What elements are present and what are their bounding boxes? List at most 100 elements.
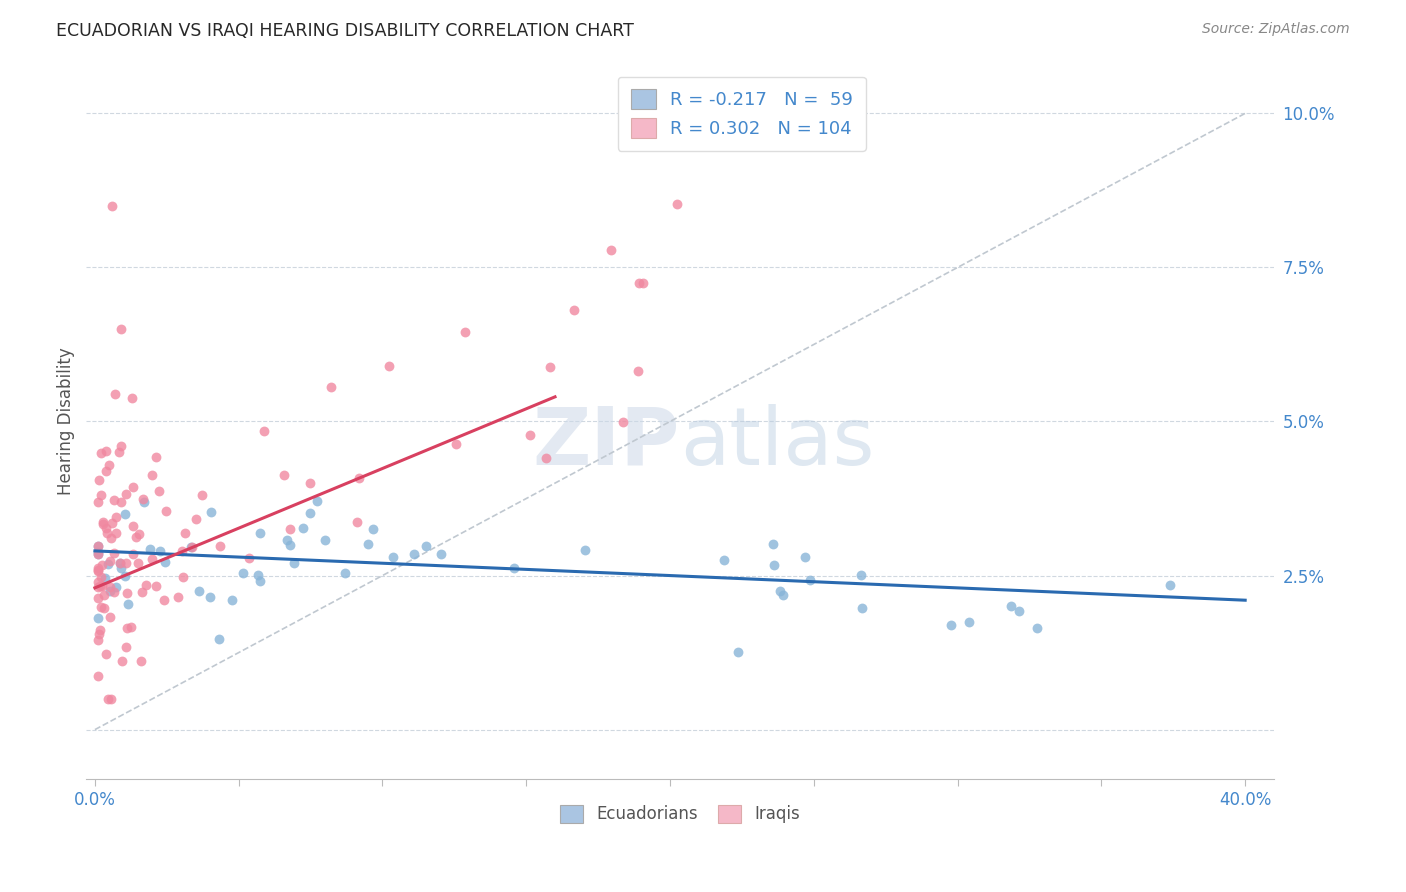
Point	[298, 476, 321, 491]
Point	[87, 547, 110, 561]
Point	[111, 654, 134, 668]
Point	[90, 579, 112, 593]
Point	[104, 386, 127, 401]
Point	[94, 647, 117, 661]
Point	[346, 515, 368, 529]
Point	[444, 437, 467, 451]
Point	[135, 578, 157, 592]
Point	[94, 521, 117, 535]
Point	[181, 541, 204, 555]
Point	[155, 504, 177, 518]
Point	[599, 243, 621, 257]
Point	[87, 539, 110, 553]
Point	[115, 640, 138, 655]
Point	[115, 621, 138, 635]
Point	[129, 655, 152, 669]
Point	[849, 568, 872, 582]
Point	[90, 488, 112, 502]
Y-axis label: Hearing Disability: Hearing Disability	[58, 348, 75, 495]
Point	[87, 494, 110, 508]
Point	[87, 580, 110, 594]
Text: Source: ZipAtlas.com: Source: ZipAtlas.com	[1202, 22, 1350, 37]
Legend: Ecuadorians, Iraqis: Ecuadorians, Iraqis	[548, 793, 813, 835]
Point	[101, 199, 124, 213]
Point	[631, 276, 654, 290]
Point	[97, 691, 120, 706]
Point	[87, 633, 110, 648]
Text: ECUADORIAN VS IRAQI HEARING DISABILITY CORRELATION CHART: ECUADORIAN VS IRAQI HEARING DISABILITY C…	[56, 22, 634, 40]
Point	[278, 522, 301, 536]
Point	[110, 322, 132, 336]
Point	[121, 391, 143, 405]
Point	[98, 554, 121, 568]
Point	[110, 495, 132, 509]
Point	[363, 522, 385, 536]
Point	[103, 546, 125, 560]
Point	[278, 538, 301, 552]
Point	[110, 561, 132, 575]
Point	[87, 611, 110, 625]
Point	[238, 551, 260, 566]
Point	[772, 588, 794, 602]
Point	[100, 609, 122, 624]
Point	[139, 541, 162, 556]
Point	[114, 508, 136, 522]
Point	[761, 537, 783, 551]
Point	[145, 450, 167, 465]
Point	[114, 487, 136, 501]
Point	[90, 599, 112, 614]
Point	[503, 561, 526, 575]
Point	[117, 597, 139, 611]
Point	[122, 547, 145, 561]
Point	[851, 600, 873, 615]
Point	[98, 580, 121, 594]
Point	[103, 492, 125, 507]
Point	[108, 445, 131, 459]
Point	[132, 492, 155, 507]
Point	[148, 484, 170, 499]
Point	[98, 584, 121, 599]
Point	[104, 510, 127, 524]
Point	[430, 547, 453, 561]
Point	[276, 533, 298, 547]
Point	[249, 574, 271, 588]
Point	[104, 580, 127, 594]
Point	[562, 302, 585, 317]
Point	[627, 276, 650, 290]
Point	[314, 533, 336, 547]
Point	[402, 547, 425, 561]
Point	[769, 584, 792, 599]
Point	[97, 557, 120, 571]
Point	[89, 570, 111, 584]
Point	[665, 197, 688, 211]
Point	[799, 573, 821, 587]
Point	[110, 439, 132, 453]
Point	[454, 325, 477, 339]
Point	[89, 579, 111, 593]
Point	[187, 584, 209, 599]
Point	[184, 512, 207, 526]
Point	[174, 526, 197, 541]
Point	[105, 526, 128, 541]
Point	[96, 525, 118, 540]
Point	[221, 592, 243, 607]
Point	[793, 549, 815, 564]
Point	[378, 359, 401, 373]
Point	[519, 427, 541, 442]
Point	[319, 380, 342, 394]
Point	[307, 494, 329, 508]
Point	[87, 591, 110, 605]
Point	[120, 620, 142, 634]
Point	[145, 579, 167, 593]
Point	[627, 363, 650, 377]
Point	[125, 530, 148, 544]
Point	[96, 443, 118, 458]
Point	[122, 519, 145, 533]
Point	[87, 473, 110, 487]
Point	[200, 505, 222, 519]
Point	[132, 494, 155, 508]
Point	[93, 600, 115, 615]
Point	[97, 458, 120, 473]
Point	[91, 517, 114, 532]
Point	[253, 424, 276, 438]
